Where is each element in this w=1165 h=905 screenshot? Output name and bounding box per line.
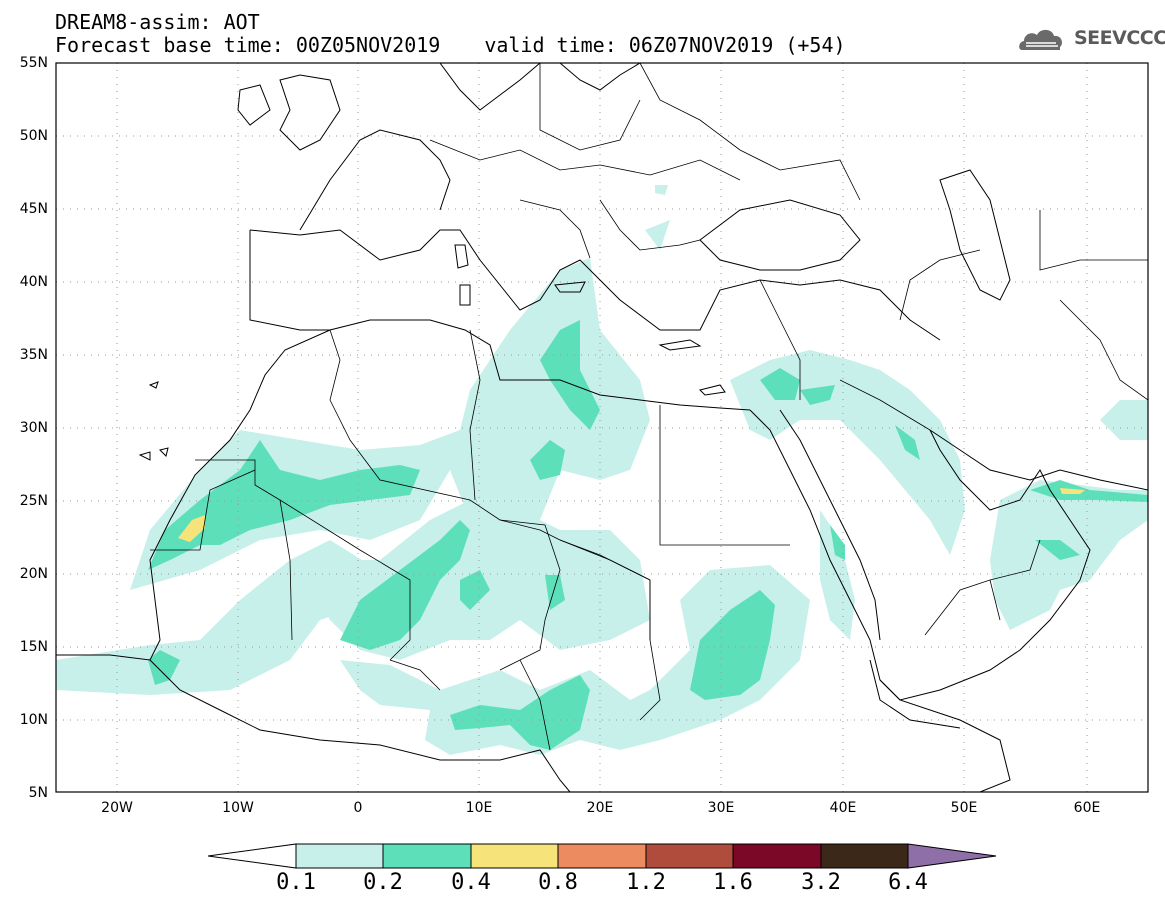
lon-label: 20W	[101, 800, 133, 816]
colorbar-low-arrow	[207, 843, 297, 869]
lat-label: 5N	[28, 785, 48, 801]
lat-label: 15N	[19, 639, 48, 655]
lon-label: 40E	[829, 800, 857, 816]
cloud-logo-icon	[1019, 29, 1062, 50]
colorbar-label: 6.4	[888, 870, 928, 895]
lon-label: 10E	[465, 800, 493, 816]
colorbar-bin-6	[732, 843, 822, 869]
country-borders	[150, 63, 1148, 751]
colorbar-bin-2	[382, 843, 472, 869]
colorbar-label: 0.4	[451, 870, 491, 895]
colorbar-bin-1	[295, 843, 384, 869]
map-grid	[56, 63, 1148, 792]
lat-label: 20N	[19, 566, 48, 582]
coastlines	[56, 63, 1148, 792]
lat-label: 50N	[19, 128, 48, 144]
lat-label: 35N	[19, 347, 48, 363]
lon-label: 30E	[707, 800, 735, 816]
colorbar-bin-7	[820, 843, 909, 869]
lat-label: 30N	[19, 420, 48, 436]
map-frame	[55, 62, 1149, 793]
logo-text: SEEVCCC	[1074, 27, 1165, 49]
valid-time: valid time: 06Z07NOV2019 (+54)	[484, 33, 846, 57]
colorbar-high-arrow	[907, 843, 997, 869]
lon-label: 50E	[950, 800, 978, 816]
lon-label: 10W	[222, 800, 254, 816]
colorbar-bin-5	[645, 843, 734, 869]
forecast-times: Forecast base time: 00Z05NOV2019 valid ti…	[55, 34, 846, 56]
base-time: Forecast base time: 00Z05NOV2019	[55, 33, 441, 57]
colorbar-label: 3.2	[801, 870, 841, 895]
colorbar-label: 1.6	[713, 870, 753, 895]
lat-label: 10N	[19, 712, 48, 728]
colorbar	[207, 843, 997, 869]
lon-label: 60E	[1073, 800, 1101, 816]
lat-label: 55N	[19, 55, 48, 71]
aot-contour-high	[178, 488, 1085, 542]
lat-label: 40N	[19, 274, 48, 290]
colorbar-label: 0.1	[276, 870, 316, 895]
colorbar-bin-4	[557, 843, 647, 869]
map-title: DREAM8-assim: AOT	[55, 10, 260, 34]
lat-label: 25N	[19, 493, 48, 509]
colorbar-bin-3	[470, 843, 559, 869]
colorbar-label: 1.2	[626, 870, 666, 895]
lon-label: 20E	[586, 800, 614, 816]
aot-contour-mid	[148, 320, 1148, 750]
colorbar-label: 0.2	[363, 870, 403, 895]
colorbar-label: 0.8	[538, 870, 578, 895]
lat-label: 45N	[19, 201, 48, 217]
lon-label: 0	[353, 800, 363, 816]
